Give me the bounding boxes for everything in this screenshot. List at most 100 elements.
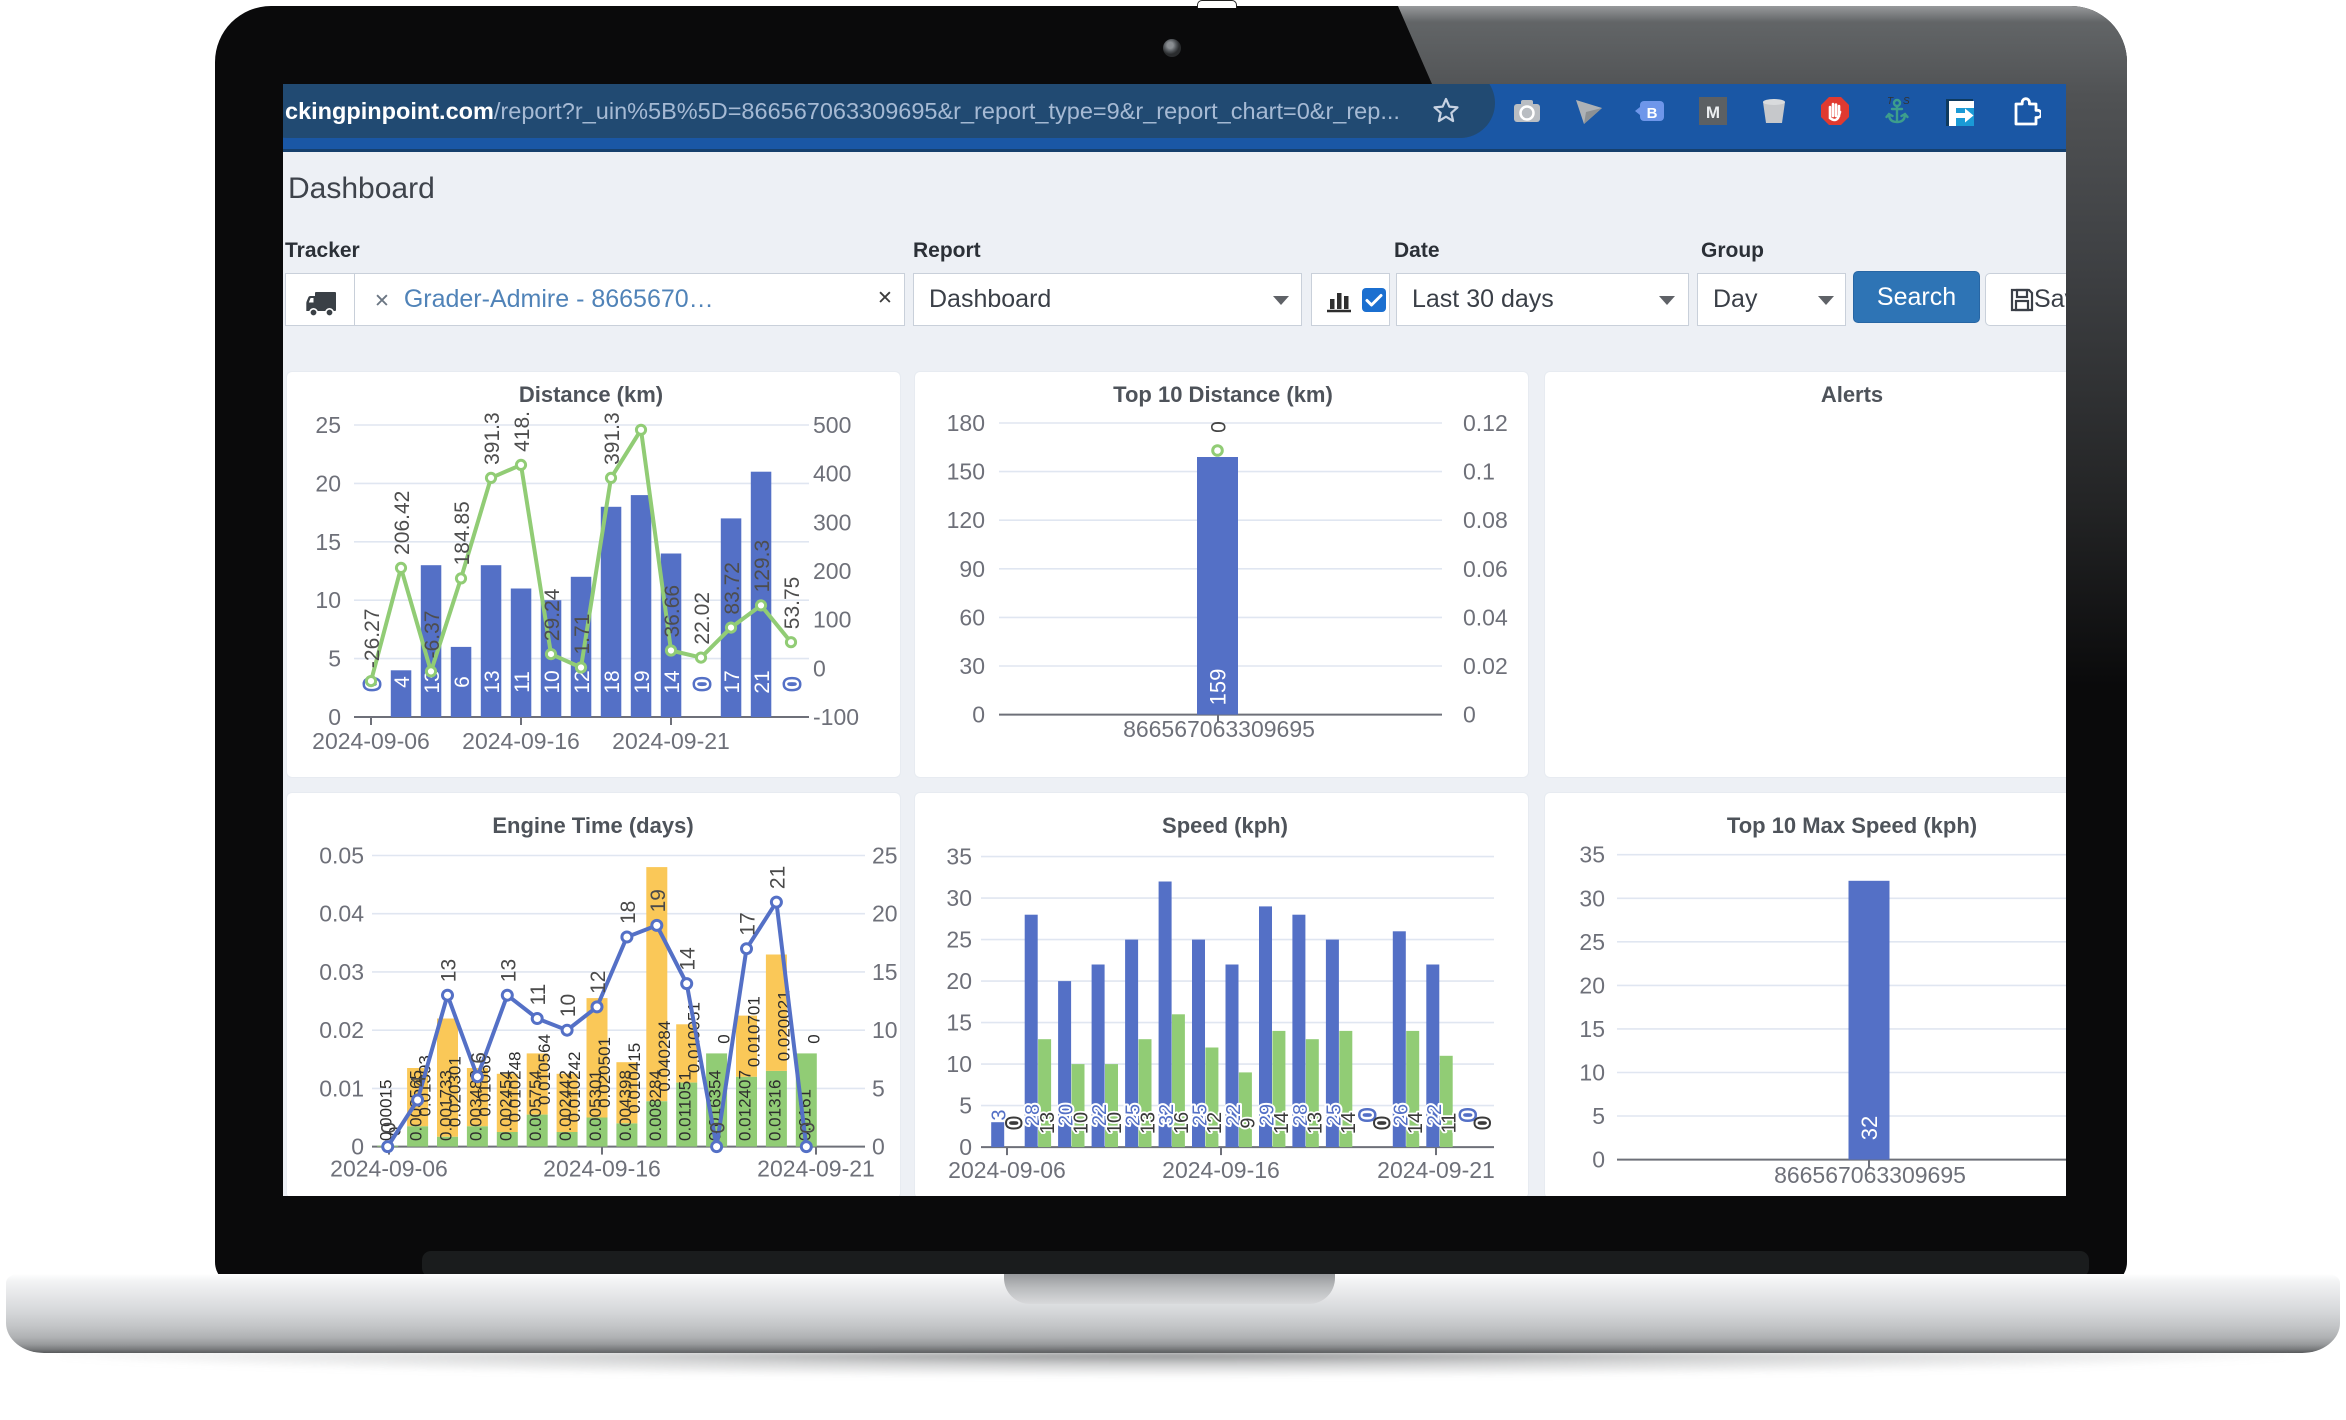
svg-text:14: 14 [1271,1112,1293,1134]
svg-text:0.06: 0.06 [1463,556,1508,582]
svg-text:2024-09-21: 2024-09-21 [757,1156,875,1182]
svg-text:200: 200 [813,558,851,584]
svg-text:10: 10 [541,670,564,693]
svg-text:6: 6 [467,1052,490,1064]
svg-text:5: 5 [328,646,341,672]
svg-text:Top 10 Max Speed (kph): Top 10 Max Speed (kph) [1727,813,1977,838]
svg-text:35: 35 [1579,842,1605,868]
svg-text:0: 0 [1473,1118,1494,1129]
svg-text:391.36: 391.36 [481,401,504,465]
svg-text:53.75: 53.75 [781,577,804,630]
svg-text:0: 0 [692,678,714,689]
svg-text:15: 15 [946,1010,972,1036]
svg-text:21: 21 [766,866,789,889]
svg-text:391.36: 391.36 [601,401,624,465]
svg-text:0.12: 0.12 [1463,410,1508,436]
svg-text:17: 17 [737,912,760,935]
svg-text:Top 10 Distance (km): Top 10 Distance (km) [1113,382,1333,407]
svg-text:0.02: 0.02 [319,1017,364,1043]
svg-text:12: 12 [571,670,594,693]
svg-text:19: 19 [631,670,654,693]
svg-text:2024-09-16: 2024-09-16 [1162,1157,1280,1183]
svg-text:0.020301: 0.020301 [446,1056,465,1127]
svg-text:10: 10 [557,994,580,1017]
svg-text:0.005754: 0.005754 [526,1070,545,1141]
svg-text:2024-09-06: 2024-09-06 [330,1156,448,1182]
svg-text:M: M [1706,103,1720,122]
svg-text:0.05: 0.05 [319,843,364,869]
svg-text:0: 0 [715,1034,734,1043]
svg-text:20: 20 [315,470,341,496]
svg-text:30: 30 [946,885,972,911]
svg-text:15: 15 [315,529,341,555]
svg-text:0.02: 0.02 [1463,653,1508,679]
svg-text:14: 14 [677,947,700,971]
svg-text:0.00015: 0.00015 [377,1080,396,1141]
svg-text:11: 11 [511,671,534,693]
svg-text:5: 5 [959,1093,972,1119]
svg-text:25: 25 [946,927,972,953]
svg-text:0.002442: 0.002442 [556,1070,575,1141]
svg-text:500: 500 [813,412,851,438]
svg-text:29.24: 29.24 [541,588,564,641]
svg-text:10: 10 [1104,1112,1126,1134]
svg-text:32: 32 [1156,1104,1178,1126]
svg-text:0: 0 [328,704,341,730]
svg-text:0.011051: 0.011051 [676,1071,695,1141]
svg-text:T: T [1887,96,1894,107]
svg-text:12: 12 [587,971,610,994]
svg-text:0: 0 [1463,702,1476,728]
svg-text:0.010248: 0.010248 [505,1051,524,1122]
svg-text:83.72: 83.72 [721,562,744,615]
svg-text:30: 30 [959,653,985,679]
svg-text:60: 60 [959,604,985,630]
svg-text:0.002454: 0.002454 [496,1070,515,1141]
svg-text:0.012407: 0.012407 [736,1070,755,1141]
svg-text:21: 21 [751,670,774,693]
svg-text:0: 0 [707,1122,730,1134]
svg-text:9: 9 [1238,1117,1260,1128]
svg-text:866567063309695: 866567063309695 [1774,1162,1966,1188]
svg-text:184.85: 184.85 [451,501,474,565]
svg-text:159: 159 [1206,669,1231,706]
svg-text:0: 0 [1358,1110,1379,1121]
svg-text:2024-09-16: 2024-09-16 [462,728,580,754]
svg-text:0.010701: 0.010701 [745,996,764,1067]
svg-text:418.04: 418.04 [511,387,534,452]
svg-text:20: 20 [946,968,972,994]
svg-text:Speed (kph): Speed (kph) [1162,813,1288,838]
svg-text:22: 22 [1223,1104,1245,1126]
svg-text:36.66: 36.66 [661,585,684,638]
svg-text:12: 12 [1204,1112,1226,1134]
svg-text:1.71: 1.71 [571,614,594,655]
svg-text:0: 0 [804,1034,823,1043]
svg-text:2024-09-06: 2024-09-06 [948,1157,1066,1183]
svg-text:25: 25 [315,412,341,438]
svg-text:22: 22 [1089,1104,1111,1126]
svg-text:0.010242: 0.010242 [565,1051,584,1122]
svg-text:0.040284: 0.040284 [655,1021,674,1092]
svg-text:25: 25 [1123,1104,1145,1126]
svg-text:0.04: 0.04 [319,901,364,927]
svg-text:25: 25 [872,843,898,869]
svg-text:22.02: 22.02 [691,592,714,645]
svg-text:-6.37: -6.37 [421,611,444,659]
svg-text:10: 10 [872,1017,898,1043]
svg-text:2024-09-21: 2024-09-21 [1377,1157,1495,1183]
svg-text:32: 32 [1857,1116,1882,1140]
svg-text:20: 20 [1579,972,1605,998]
svg-text:0.03: 0.03 [319,959,364,985]
svg-text:0.010415: 0.010415 [625,1043,644,1114]
svg-text:13: 13 [438,959,461,982]
svg-text:Engine Time (days): Engine Time (days) [492,813,693,838]
svg-text:180: 180 [947,410,985,436]
svg-text:0.010564: 0.010564 [535,1034,554,1105]
svg-text:10: 10 [315,587,341,613]
svg-text:5: 5 [872,1075,885,1101]
svg-text:0: 0 [378,1122,401,1134]
svg-text:2024-09-16: 2024-09-16 [543,1156,661,1182]
svg-text:2024-09-21: 2024-09-21 [612,728,730,754]
svg-text:0.04: 0.04 [1463,604,1508,630]
svg-text:0.001733: 0.001733 [437,1070,456,1141]
svg-text:10: 10 [1579,1060,1605,1086]
